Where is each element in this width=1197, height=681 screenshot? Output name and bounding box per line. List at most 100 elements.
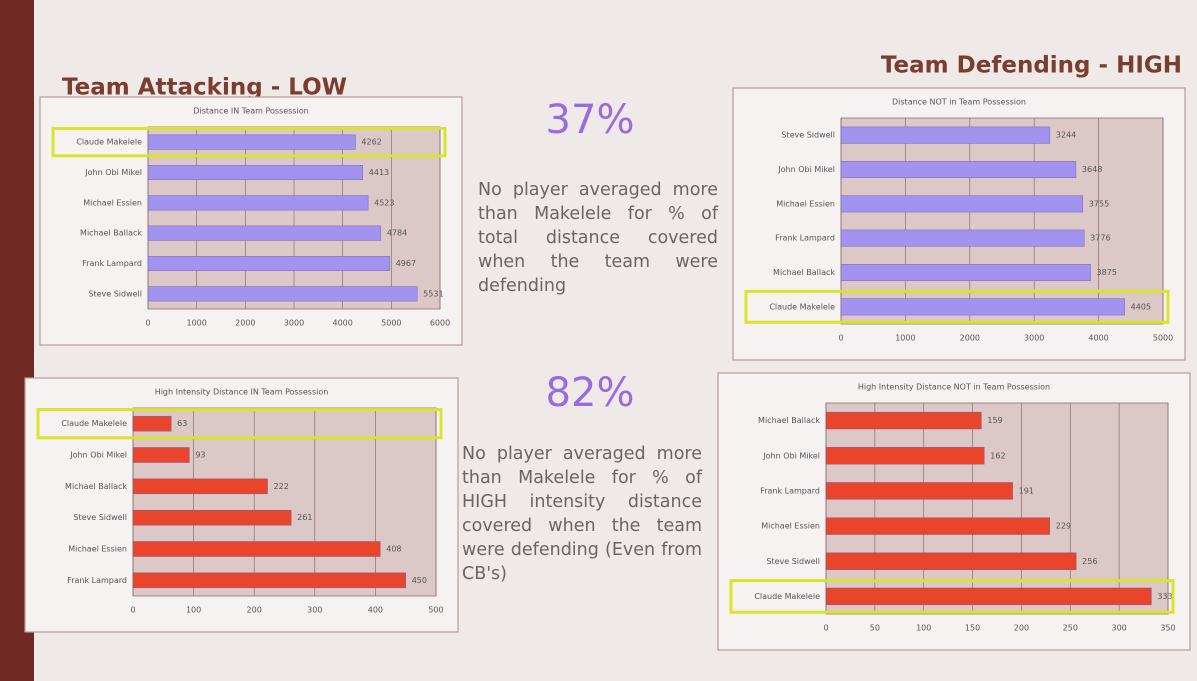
stat-value: 37% [546,97,635,143]
bar [826,588,1151,605]
x-tick-label: 150 [965,624,980,633]
y-tick-label: Frank Lampard [760,486,820,495]
x-tick-label: 3000 [284,319,304,328]
x-tick-label: 100 [186,606,201,615]
bar [148,196,368,211]
y-tick-label: Michael Ballack [773,268,835,277]
y-tick-label: Steve Sidwell [766,557,820,566]
y-tick-label: Frank Lampard [82,259,142,268]
bar [826,412,981,429]
x-tick-label: 6000 [430,319,450,328]
x-tick-label: 100 [916,624,931,633]
value-label: 93 [195,451,205,460]
value-label: 450 [412,576,427,585]
x-tick-label: 200 [1014,624,1029,633]
bar [148,226,381,241]
value-label: 256 [1082,557,1097,566]
x-tick-label: 1000 [895,334,915,343]
bar [841,299,1125,315]
plot-area [841,118,1163,324]
x-tick-label: 2000 [235,319,255,328]
bar [148,135,355,150]
value-label: 4262 [361,138,381,147]
y-tick-label: Steve Sidwell [781,131,835,140]
value-label: 408 [386,545,401,554]
value-label: 4413 [369,168,389,177]
stat-text: No player averaged more than Makelele fo… [478,178,718,298]
plot-area [826,403,1168,614]
y-tick-label: Frank Lampard [67,576,127,585]
y-tick-label: Michael Essien [776,199,835,208]
value-label: 3648 [1082,165,1102,174]
bar [148,256,390,271]
y-tick-label: Claude Makelele [76,138,142,147]
x-tick-label: 4000 [332,319,352,328]
stat-value: 82% [546,370,635,416]
x-tick-label: 3000 [1024,334,1044,343]
y-tick-label: Michael Essien [761,522,820,531]
x-tick-label: 350 [1160,624,1175,633]
x-tick-label: 300 [1112,624,1127,633]
value-label: 159 [987,416,1002,425]
value-label: 3776 [1090,234,1110,243]
value-label: 4523 [374,198,394,207]
y-tick-label: Steve Sidwell [73,513,127,522]
value-label: 5531 [423,289,443,298]
right-heading: Team Defending - HIGH [881,53,1182,79]
y-tick-label: Claude Makelele [754,592,820,601]
value-label: 3244 [1056,131,1076,140]
chart-title: Distance NOT in Team Possession [892,98,1026,107]
y-tick-label: John Obi Mikel [762,451,820,460]
bar [133,541,380,556]
x-tick-label: 5000 [381,319,401,328]
x-tick-label: 250 [1063,624,1078,633]
y-tick-label: John Obi Mikel [69,451,127,460]
x-tick-label: 1000 [186,319,206,328]
bar [133,447,189,462]
bar [841,127,1050,143]
chart-title: Distance IN Team Possession [193,107,308,116]
x-tick-label: 0 [130,606,135,615]
y-tick-label: Michael Ballack [758,416,820,425]
y-tick-label: Frank Lampard [775,234,835,243]
x-tick-label: 0 [838,334,843,343]
bar [826,518,1050,535]
y-tick-label: Michael Essien [68,545,127,554]
x-tick-label: 300 [307,606,322,615]
bar [841,264,1091,280]
y-tick-label: Claude Makelele [769,302,835,311]
value-label: 63 [177,419,187,428]
bar [133,573,406,588]
y-tick-label: John Obi Mikel [84,168,142,177]
x-tick-label: 50 [870,624,880,633]
y-tick-label: Michael Ballack [65,482,127,491]
y-tick-label: Michael Ballack [80,229,142,238]
x-tick-label: 400 [368,606,383,615]
value-label: 229 [1056,522,1071,531]
y-tick-label: John Obi Mikel [777,165,835,174]
x-tick-label: 500 [428,606,443,615]
stat-text: No player averaged more than Makelele fo… [462,442,702,586]
value-label: 3875 [1097,268,1117,277]
x-tick-label: 4000 [1088,334,1108,343]
bar [133,416,171,431]
bar [841,230,1084,246]
y-tick-label: Claude Makelele [61,419,127,428]
bar [133,510,291,525]
bar [148,165,363,180]
bar [826,447,984,464]
chart-title: High Intensity Distance NOT in Team Poss… [858,383,1050,392]
value-label: 4967 [396,259,416,268]
y-tick-label: Steve Sidwell [88,289,142,298]
plot-area [133,408,436,596]
value-label: 162 [990,451,1005,460]
value-label: 261 [297,513,312,522]
bar [841,161,1076,177]
x-tick-label: 2000 [960,334,980,343]
bar [133,479,268,494]
x-tick-label: 0 [145,319,150,328]
y-tick-label: Michael Essien [83,198,142,207]
x-tick-label: 200 [247,606,262,615]
value-label: 222 [274,482,289,491]
value-label: 4784 [387,229,407,238]
